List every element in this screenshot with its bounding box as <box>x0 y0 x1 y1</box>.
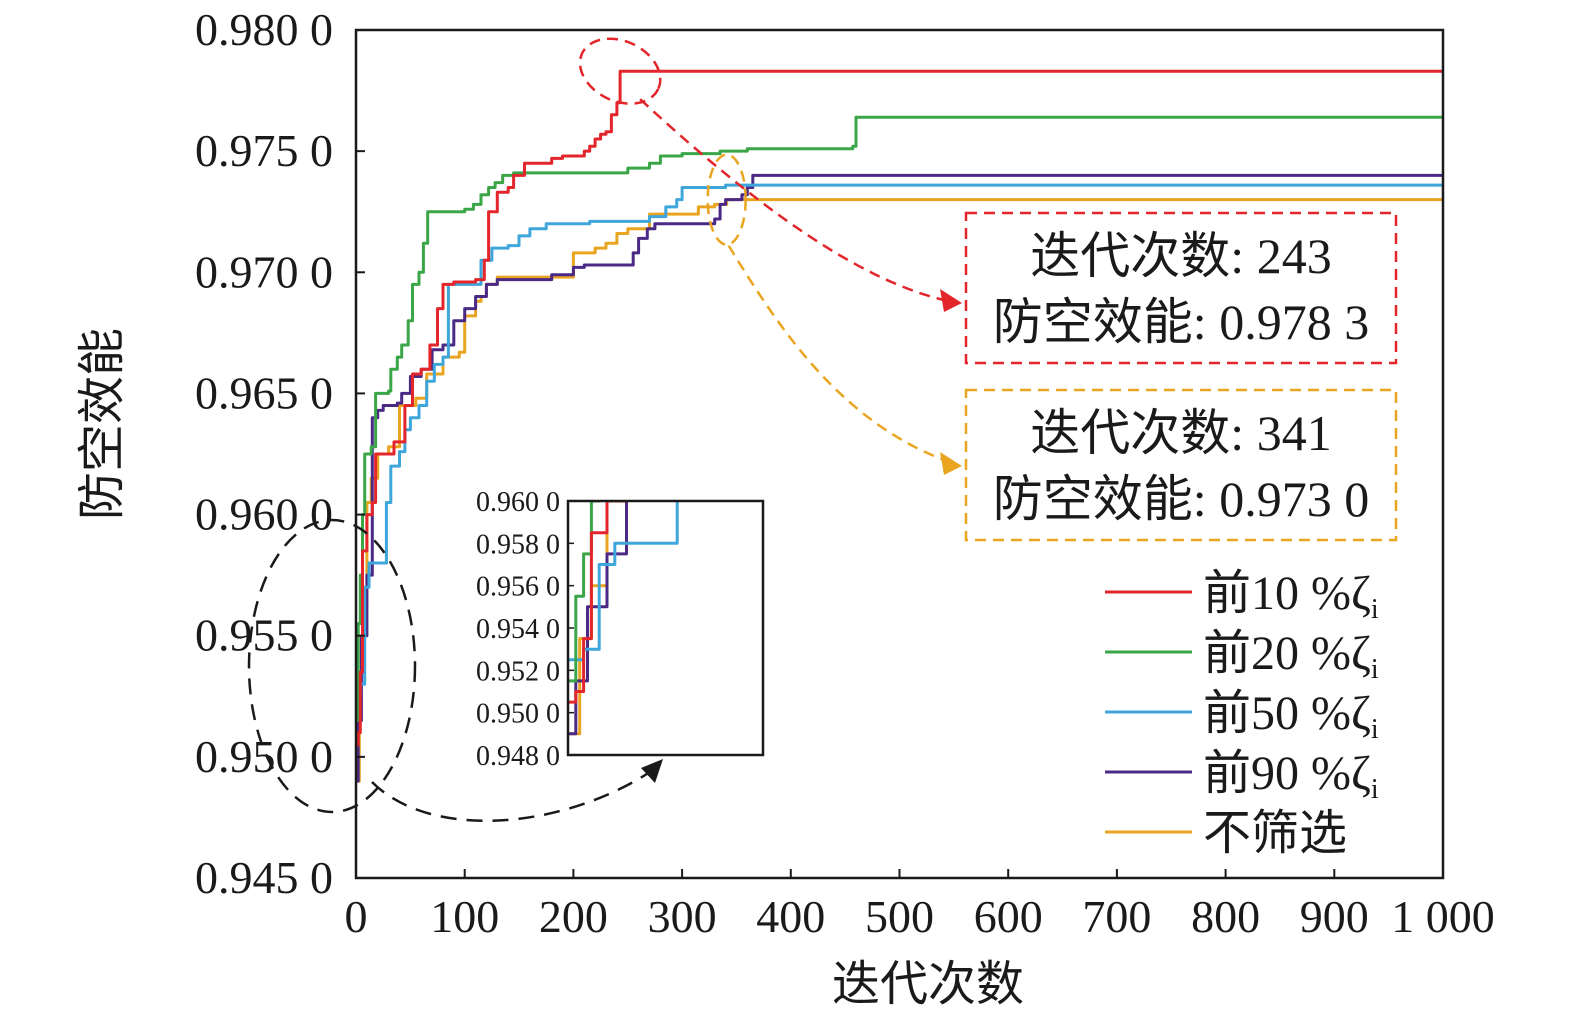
x-tick-label: 600 <box>974 891 1043 942</box>
callout-iteration: 迭代次数: 341 <box>1030 405 1331 461</box>
series-layer <box>356 69 1443 783</box>
series-line-3 <box>356 183 1443 698</box>
legend-label: 前50 %ζi <box>1203 687 1379 745</box>
y-tick-label: 0.955 0 <box>195 610 333 661</box>
inset-y-tick-label: 0.956 0 <box>476 572 560 603</box>
x-tick-label: 100 <box>430 891 499 942</box>
y-axis-title: 防空效能 <box>76 328 129 520</box>
arrow-head <box>940 289 962 312</box>
x-tick-label: 200 <box>539 891 608 942</box>
zoom-ellipse <box>247 518 417 814</box>
y-tick-label: 0.960 0 <box>195 489 333 540</box>
legend-label: 前10 %ζi <box>1203 567 1379 625</box>
y-tick-label: 0.980 0 <box>195 4 333 55</box>
legend-subscript: i <box>1371 594 1379 625</box>
inset-y-tick-label: 0.954 0 <box>476 614 560 645</box>
legend-subscript: i <box>1371 774 1379 805</box>
legend-subscript: i <box>1371 714 1379 745</box>
y-tick-label: 0.965 0 <box>195 367 333 418</box>
x-tick-label: 800 <box>1191 891 1260 942</box>
x-tick-label: 700 <box>1082 891 1151 942</box>
arrow-head <box>940 452 962 475</box>
callout-box <box>964 211 1398 365</box>
series-line-4 <box>356 173 1443 783</box>
inset-y-tick-label: 0.950 0 <box>476 699 560 730</box>
axes: 0 100 200 300 400 500 600 700 800 900 1 000 0.945 0… <box>195 4 1495 942</box>
x-tick-label: 500 <box>865 891 934 942</box>
x-tick-label: 900 <box>1300 891 1369 942</box>
x-tick-label: 1 000 <box>1391 891 1495 942</box>
callouts: 迭代次数: 243 防空效能: 0.978 3 迭代次数: 341 防空效能: 0.9… <box>964 211 1398 542</box>
callout-efficiency: 防空效能: 0.978 3 <box>993 294 1369 350</box>
x-tick-label: 0 <box>345 891 368 942</box>
y-tick-label: 0.945 0 <box>195 852 333 903</box>
y-tick-label: 0.950 0 <box>195 731 333 782</box>
callout-box <box>964 388 1398 542</box>
highlight-ellipse <box>706 153 747 246</box>
legend-label: 前20 %ζi <box>1203 627 1379 685</box>
inset-y-tick-label: 0.958 0 <box>476 529 560 560</box>
callout-shapes <box>578 37 962 475</box>
x-tick-label: 300 <box>648 891 717 942</box>
zoom-arrow <box>371 770 651 823</box>
zoom-arrow-head <box>641 759 663 783</box>
inset-background <box>568 501 763 755</box>
y-tick-label: 0.975 0 <box>195 125 333 176</box>
x-tick-label: 400 <box>756 891 825 942</box>
callout-efficiency: 防空效能: 0.973 0 <box>993 471 1369 527</box>
legend-label: 前90 %ζi <box>1203 747 1379 805</box>
inset-y-tick-label: 0.952 0 <box>476 656 560 687</box>
y-tick-label: 0.970 0 <box>195 246 333 297</box>
callout-iteration: 迭代次数: 243 <box>1030 228 1331 284</box>
callout-arrow <box>727 244 945 462</box>
highlight-ellipse <box>578 37 662 105</box>
series-line-1 <box>356 69 1443 747</box>
inset-y-tick-label: 0.960 0 <box>476 487 560 518</box>
legend-label: 不筛选 <box>1203 807 1347 860</box>
inset-chart: 0.948 0 0.950 0 0.952 0 0.954 0 0.956 0 0.958… <box>247 487 765 823</box>
x-axis-title: 迭代次数 <box>832 958 1024 1011</box>
series-line-2 <box>356 115 1443 722</box>
legend-subscript: i <box>1371 654 1379 685</box>
inset-y-tick-label: 0.948 0 <box>476 741 560 772</box>
callout-arrow <box>639 98 945 302</box>
